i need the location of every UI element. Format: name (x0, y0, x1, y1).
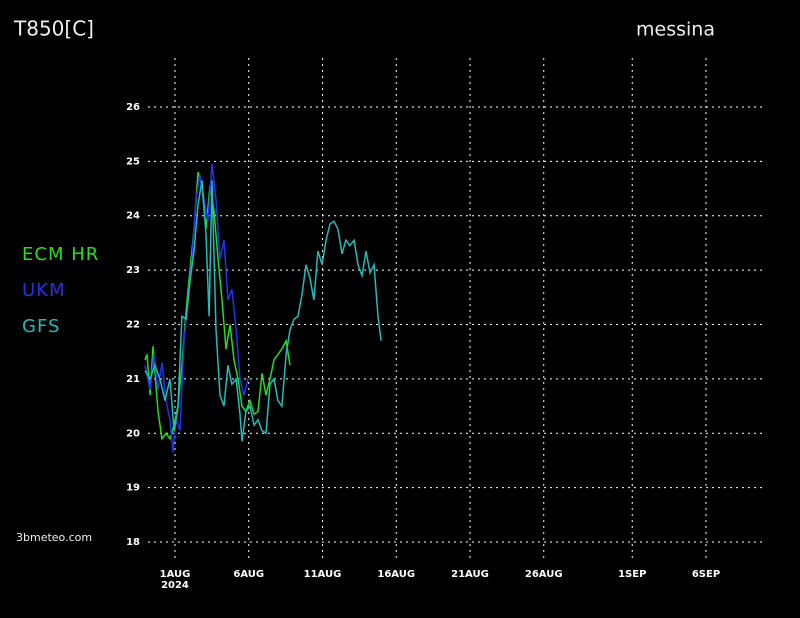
x-tick-label: 11AUG (304, 569, 342, 580)
series-line (144, 180, 382, 442)
y-tick-label: 20 (126, 428, 140, 439)
x-tick-label: 1AUG (160, 569, 191, 580)
legend-entry: ECM HR (22, 244, 99, 265)
x-tick-label: 6SEP (692, 569, 720, 580)
y-tick-label: 19 (126, 483, 140, 494)
x-tick-label: 16AUG (377, 569, 415, 580)
y-tick-label: 22 (126, 320, 140, 331)
y-tick-label: 25 (126, 156, 140, 167)
y-tick-label: 21 (126, 374, 140, 385)
x-tick-label: 26AUG (525, 569, 563, 580)
x-year-label: 2024 (161, 580, 189, 591)
x-tick-label: 1SEP (618, 569, 646, 580)
y-tick-label: 26 (126, 102, 140, 113)
series-line (144, 171, 291, 441)
y-tick-label: 23 (126, 265, 140, 276)
location-label: messina (636, 19, 715, 41)
legend-entry: UKM (22, 280, 66, 301)
series-line (144, 164, 249, 453)
chart-title: T850[C] (13, 17, 94, 41)
y-tick-label: 24 (126, 211, 140, 222)
y-tick-label: 18 (126, 537, 140, 548)
credit: 3bmeteo.com (16, 531, 92, 544)
x-tick-label: 6AUG (233, 569, 264, 580)
legend-entry: GFS (22, 316, 60, 337)
x-tick-label: 21AUG (451, 569, 489, 580)
